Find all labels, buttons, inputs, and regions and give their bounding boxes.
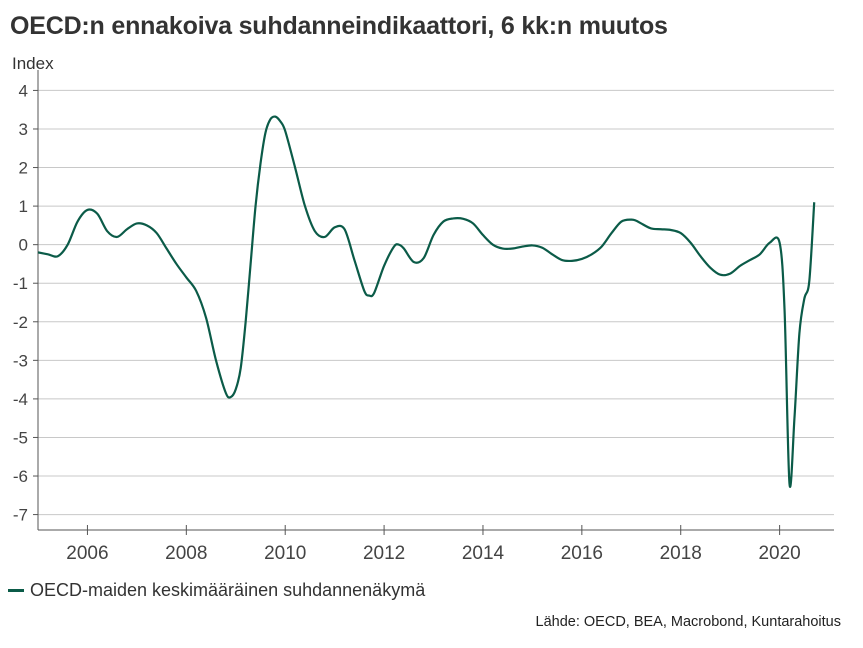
y-tick-label: -6	[13, 467, 28, 486]
y-tick-label: -7	[13, 506, 28, 525]
y-tick-label: -3	[13, 351, 28, 370]
x-tick-label: 2014	[462, 543, 505, 564]
y-tick-label: 0	[19, 236, 28, 255]
y-tick-label: 3	[19, 120, 28, 139]
series-lines	[37, 115, 816, 488]
y-tick-label: -5	[13, 428, 28, 447]
y-tick-label: -1	[13, 274, 28, 293]
y-tick-label: -2	[13, 313, 28, 332]
legend-swatch	[8, 589, 24, 592]
y-axis-ticks: 4 3 2 1 0 -1 -2 -3 -4 -5 -6 -7	[13, 70, 39, 530]
legend: OECD-maiden keskimääräinen suhdannenäkym…	[8, 580, 425, 601]
legend-label: OECD-maiden keskimääräinen suhdannenäkym…	[30, 580, 426, 600]
x-tick-label: 2018	[660, 543, 702, 564]
x-tick-label: 2020	[758, 543, 800, 564]
x-tick-label: 2006	[66, 543, 108, 564]
y-tick-label: 4	[19, 81, 28, 100]
y-axis-label: Index	[12, 54, 54, 73]
y-tick-label: -4	[13, 390, 28, 409]
source-note: Lähde: OECD, BEA, Macrobond, Kuntarahoit…	[535, 614, 841, 630]
y-tick-label: 2	[19, 159, 28, 178]
gridlines	[38, 89, 834, 516]
x-tick-label: 2016	[561, 543, 603, 564]
chart-title: OECD:n ennakoiva suhdanneindikaattori, 6…	[10, 12, 668, 40]
y-tick-label: 1	[19, 197, 28, 216]
x-tick-label: 2012	[363, 543, 405, 564]
x-tick-label: 2010	[264, 543, 306, 564]
x-axis: 2006 2008 2010 2012 2014 2016 2018 2020	[38, 525, 834, 564]
x-tick-label: 2008	[165, 543, 207, 564]
series-line	[37, 115, 816, 488]
